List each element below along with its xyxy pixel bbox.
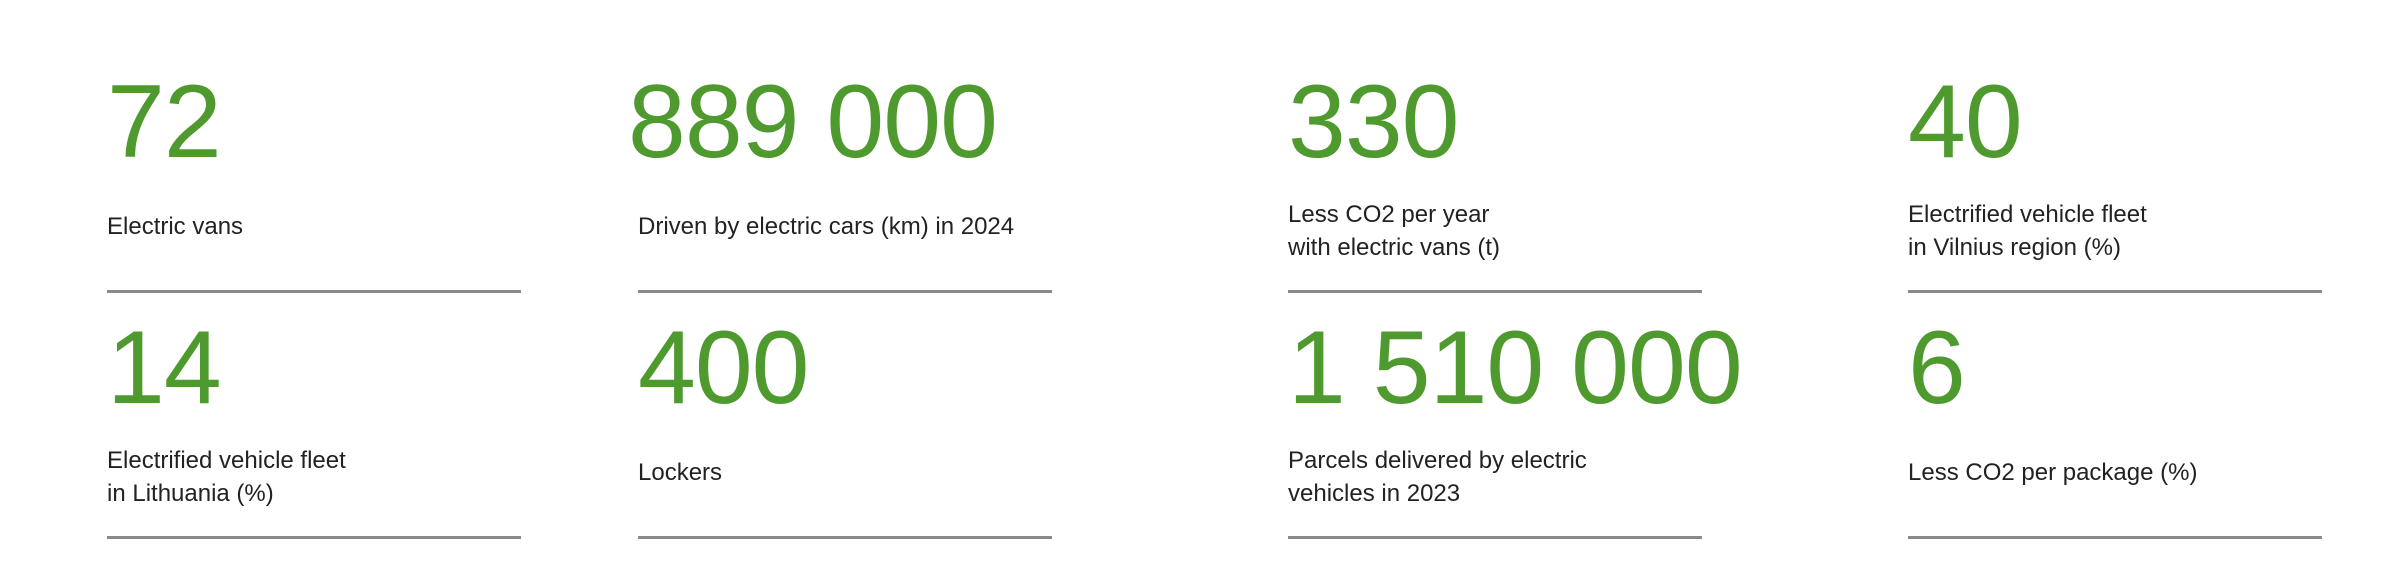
divider (1288, 290, 1702, 293)
label-line: Electrified vehicle fleet (107, 447, 346, 474)
label-line: Parcels delivered by electric (1288, 447, 1587, 474)
stat-label: Driven by electric cars (km) in 2024 (638, 210, 1014, 243)
stat-item: 1 510 000 Parcels delivered by electric ve… (1288, 246, 1743, 539)
stat-value: 14 (107, 310, 222, 426)
stat-item: 6 Less CO2 per package (%) (1908, 246, 2322, 539)
stat-item: 330 Less CO2 per year with electric vans (… (1288, 0, 1702, 293)
stat-label: Electric vans (107, 210, 243, 243)
stat-value: 6 (1908, 310, 1966, 426)
stat-item: 14 Electrified vehicle fleet in Lithuania … (107, 246, 521, 539)
divider (107, 536, 521, 539)
stat-value: 1 510 000 (1288, 310, 1743, 426)
label-line: Driven by electric cars (km) in 2024 (638, 213, 1015, 240)
divider (107, 290, 521, 293)
stat-value: 889 000 (628, 64, 998, 180)
stat-value: 72 (107, 64, 222, 180)
stat-label: Electrified vehicle fleet in Vilnius regi… (1908, 198, 2147, 264)
stat-label: Lockers (638, 456, 722, 489)
stat-label: Parcels delivered by electric vehicles in… (1288, 444, 1587, 510)
stat-item: 72 Electric vans (107, 0, 521, 293)
stat-item: 400 Lockers (638, 246, 1052, 539)
stat-item: 40 Electrified vehicle fleet in Vilnius re… (1908, 0, 2322, 293)
stat-value: 40 (1908, 64, 2023, 180)
stat-value: 330 (1288, 64, 1460, 180)
divider (1288, 536, 1702, 539)
stat-label: Less CO2 per year with electric vans (t) (1288, 198, 1500, 264)
label-line: Lockers (638, 459, 723, 486)
label-line: Electric vans (107, 213, 244, 240)
stat-item: 889 000 Driven by electric cars (km) in 2… (628, 0, 1052, 293)
divider (1908, 536, 2322, 539)
label-line: Less CO2 per package (%) (1908, 459, 2198, 486)
stat-label: Less CO2 per package (%) (1908, 456, 2197, 489)
divider (638, 290, 1052, 293)
label-line: Less CO2 per year (1288, 201, 1490, 228)
label-line: in Vilnius region (%) (1908, 234, 2121, 261)
stat-value: 400 (638, 310, 810, 426)
label-line: Electrified vehicle fleet (1908, 201, 2147, 228)
divider (638, 536, 1052, 539)
label-line: in Lithuania (%) (107, 480, 274, 507)
label-line: vehicles in 2023 (1288, 480, 1461, 507)
stat-label: Electrified vehicle fleet in Lithuania (%… (107, 444, 346, 510)
divider (1908, 290, 2322, 293)
label-line: with electric vans (t) (1288, 234, 1501, 261)
